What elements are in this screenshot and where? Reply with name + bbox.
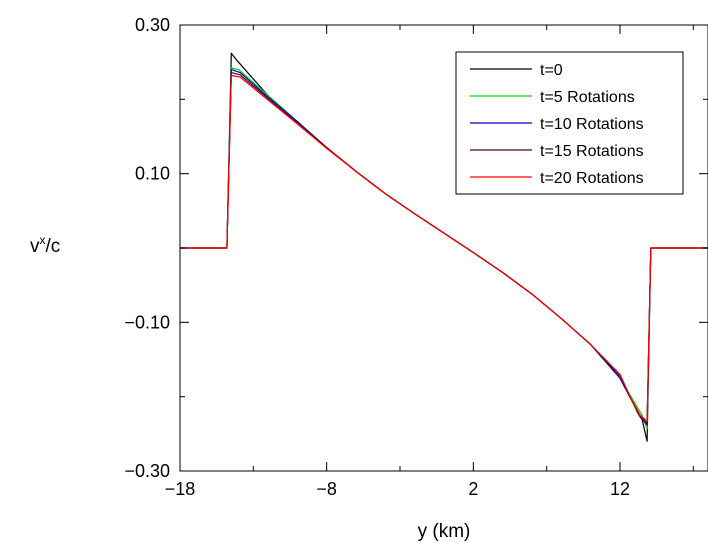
x-tick-label: −8 (316, 479, 337, 499)
legend-label: t=5 Rotations (540, 89, 635, 106)
y-tick-label: 0.10 (135, 164, 170, 184)
legend-label: t=10 Rotations (540, 116, 644, 133)
legend-label: t=15 Rotations (540, 143, 644, 160)
ticks-layer: −18 −8 2 12 0.30 0.10 −0.10 −0.30 (124, 15, 708, 499)
legend: t=0 t=5 Rotations t=10 Rotations t=15 Rotat… (455, 51, 684, 195)
y-axis-label: vx/c (30, 233, 60, 257)
y-axis-label-tail: /c (46, 236, 61, 257)
y-axis-label-base: v (30, 236, 40, 257)
legend-label: t=0 (540, 62, 563, 79)
series-line-4 (180, 74, 708, 422)
series-layer (180, 52, 708, 442)
x-tick-label: 2 (468, 479, 478, 499)
legend-label: t=20 Rotations (540, 170, 644, 187)
x-tick-label: −18 (165, 479, 196, 499)
y-tick-label: −0.10 (124, 312, 170, 332)
y-axis-label-superscript: x (40, 233, 46, 247)
x-tick-label: 12 (610, 479, 630, 499)
y-tick-label: 0.30 (135, 15, 170, 35)
y-tick-label: −0.30 (124, 461, 170, 481)
x-axis-label: y (km) (418, 521, 471, 542)
